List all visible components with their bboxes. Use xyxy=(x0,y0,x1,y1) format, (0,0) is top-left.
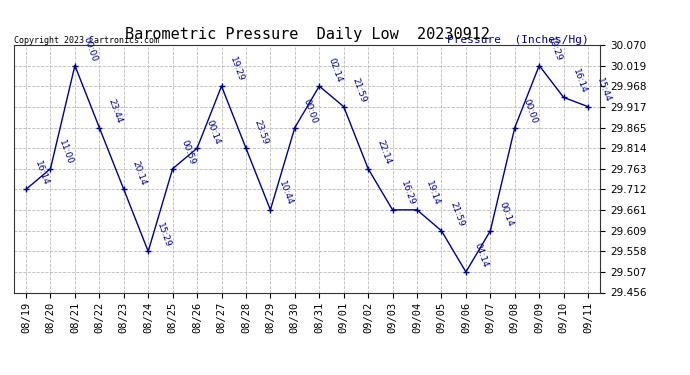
Text: 00:59: 00:59 xyxy=(179,139,197,166)
Text: 19:29: 19:29 xyxy=(546,36,564,63)
Text: 10:44: 10:44 xyxy=(277,180,295,207)
Text: 15:44: 15:44 xyxy=(595,77,612,104)
Text: 00:00: 00:00 xyxy=(82,35,99,63)
Text: 00:00: 00:00 xyxy=(522,98,539,125)
Text: 19:14: 19:14 xyxy=(424,180,441,207)
Text: 15:29: 15:29 xyxy=(155,221,172,249)
Text: 04:14: 04:14 xyxy=(473,242,490,269)
Text: 22:14: 22:14 xyxy=(375,139,393,166)
Text: 16:14: 16:14 xyxy=(571,68,588,94)
Text: 00:00: 00:00 xyxy=(302,98,319,125)
Text: 16:29: 16:29 xyxy=(400,180,417,207)
Text: 23:59: 23:59 xyxy=(253,118,270,146)
Text: Pressure  (Inches/Hg): Pressure (Inches/Hg) xyxy=(447,35,589,45)
Text: Copyright 2023 Cartronics.com: Copyright 2023 Cartronics.com xyxy=(14,36,159,45)
Text: 11:00: 11:00 xyxy=(57,139,75,166)
Text: 20:14: 20:14 xyxy=(130,159,148,186)
Text: 19:29: 19:29 xyxy=(228,56,246,83)
Text: 23:44: 23:44 xyxy=(106,98,124,125)
Text: 00:14: 00:14 xyxy=(204,118,221,146)
Text: 16:14: 16:14 xyxy=(33,159,50,186)
Text: 21:59: 21:59 xyxy=(448,201,466,228)
Text: 02:14: 02:14 xyxy=(326,56,344,83)
Title: Barometric Pressure  Daily Low  20230912: Barometric Pressure Daily Low 20230912 xyxy=(125,27,489,42)
Text: 21:59: 21:59 xyxy=(351,76,368,104)
Text: 00:14: 00:14 xyxy=(497,201,515,228)
